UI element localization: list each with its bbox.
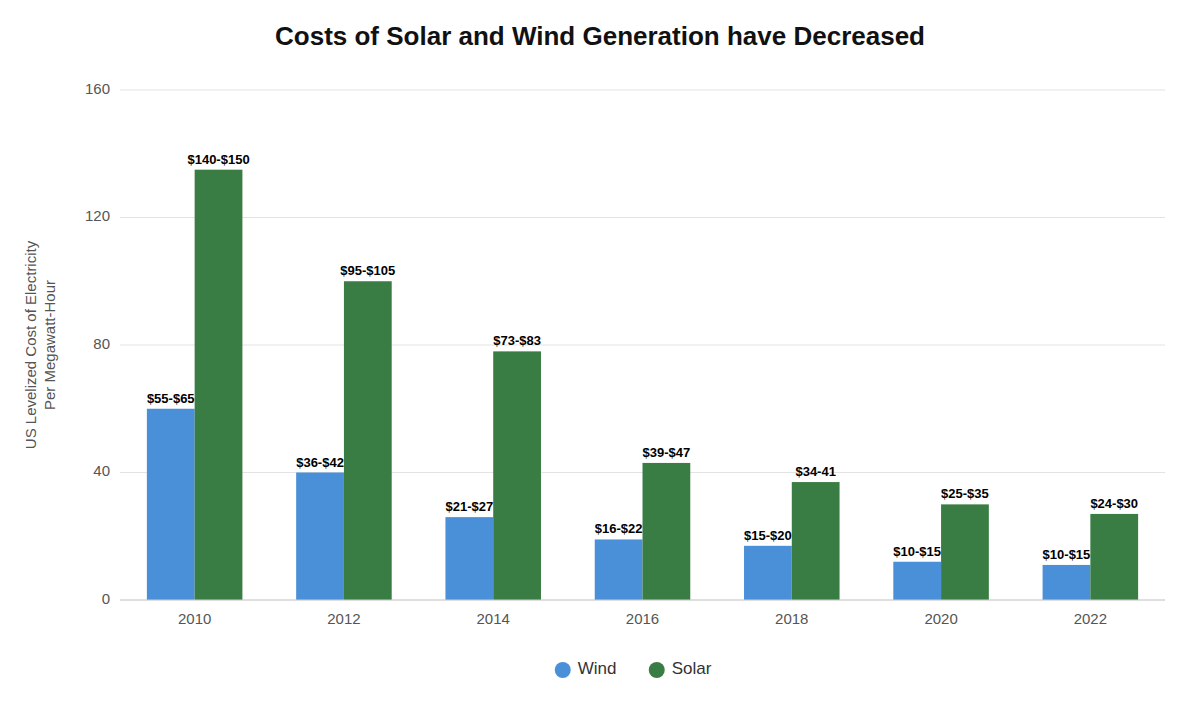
data-label: $34-41 <box>795 464 835 479</box>
grid-line <box>120 600 1165 601</box>
bar <box>792 482 840 600</box>
data-label: $55-$65 <box>147 391 195 406</box>
bar <box>744 546 792 600</box>
legend-marker <box>649 662 665 678</box>
chart-container: Costs of Solar and Wind Generation have … <box>0 0 1200 711</box>
data-label: $21-$27 <box>445 499 493 514</box>
y-axis-label-line: Per Megawatt-Hour <box>41 280 58 410</box>
grid-line <box>120 217 1165 218</box>
bar <box>893 562 941 600</box>
data-label: $95-$105 <box>340 263 395 278</box>
x-tick-label: 2016 <box>626 610 659 627</box>
data-label: $15-$20 <box>744 528 792 543</box>
background <box>0 0 1200 711</box>
chart-svg: Costs of Solar and Wind Generation have … <box>0 0 1200 711</box>
legend-marker <box>555 662 571 678</box>
data-label: $10-$15 <box>1043 547 1091 562</box>
bar <box>1090 514 1138 600</box>
chart-title: Costs of Solar and Wind Generation have … <box>275 21 925 51</box>
bar <box>595 539 643 600</box>
x-tick-label: 2020 <box>924 610 957 627</box>
grid <box>120 90 1165 600</box>
x-axis-line <box>120 600 1165 601</box>
y-tick-label: 80 <box>93 335 110 352</box>
bar <box>1043 565 1091 600</box>
y-tick-label: 120 <box>85 207 110 224</box>
x-axis: 2010 2012 2014 2016 2018 2020 2022 <box>120 600 1165 627</box>
data-labels: $55-$65 $36-$42 $21-$27 $16-$22 $15-$20 $10-$… <box>147 152 1138 562</box>
legend-label: Wind <box>578 659 617 678</box>
x-tick-label: 2010 <box>178 610 211 627</box>
y-tick-label: 160 <box>85 80 110 97</box>
bars <box>147 170 1138 600</box>
data-label: $140-$150 <box>187 152 249 167</box>
y-axis-label-line: US Levelized Cost of Electricity <box>22 240 39 449</box>
y-axis-label: US Levelized Cost of ElectricityPer Mega… <box>22 240 58 449</box>
x-tick-label: 2018 <box>775 610 808 627</box>
x-tick-label: 2014 <box>477 610 510 627</box>
grid-line <box>120 90 1165 91</box>
bar <box>147 409 195 600</box>
data-label: $36-$42 <box>296 455 344 470</box>
grid-line <box>120 345 1165 346</box>
bar <box>445 517 493 600</box>
bar <box>941 504 989 600</box>
data-label: $25-$35 <box>941 486 989 501</box>
x-tick-label: 2022 <box>1074 610 1107 627</box>
x-tick-label: 2012 <box>327 610 360 627</box>
bar <box>643 463 691 600</box>
y-tick-label: 0 <box>102 590 110 607</box>
data-label: $10-$15 <box>893 544 941 559</box>
bar <box>195 170 243 600</box>
data-label: $39-$47 <box>643 445 691 460</box>
bar <box>493 351 541 600</box>
legend: Wind Solar <box>555 659 712 678</box>
legend-label: Solar <box>672 659 712 678</box>
data-label: $24-$30 <box>1090 496 1138 511</box>
bar <box>344 281 392 600</box>
data-label: $16-$22 <box>595 521 643 536</box>
y-tick-label: 40 <box>93 462 110 479</box>
data-label: $73-$83 <box>493 333 541 348</box>
bar <box>296 473 344 601</box>
y-axis: 0 40 80 120 160 <box>85 80 110 607</box>
